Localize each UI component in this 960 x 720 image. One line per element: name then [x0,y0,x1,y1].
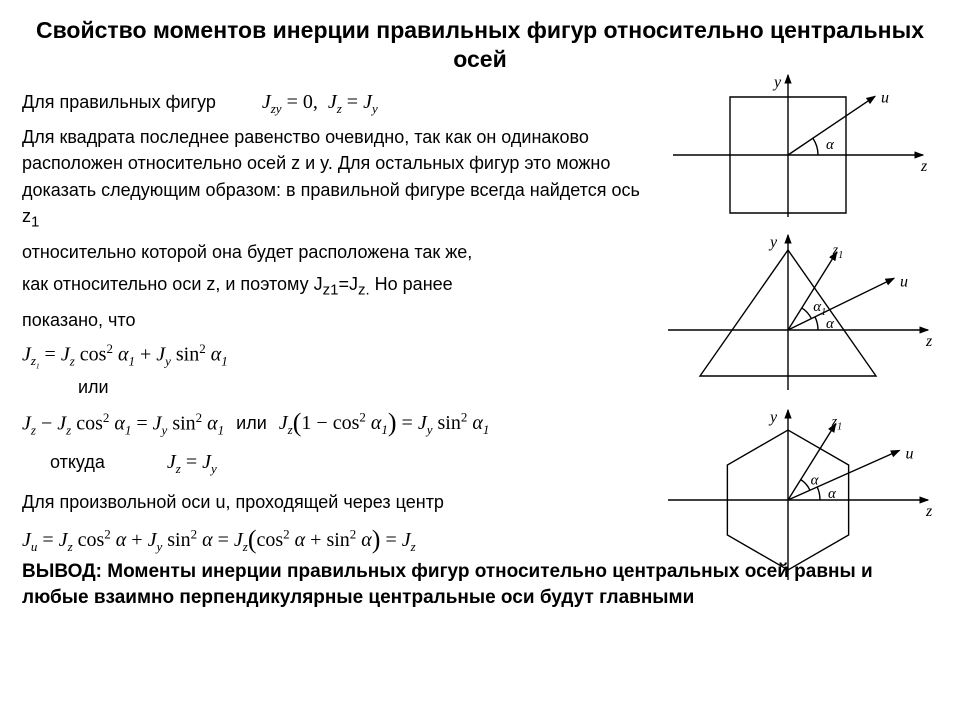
para-1b: относительно которой она будет расположе… [22,239,642,265]
formula-2: Jz − Jz cos2 α1 = Jy sin2 α1 [22,409,224,441]
page: Свойство моментов инерции правильных фиг… [0,0,960,720]
svg-text:u: u [881,89,889,106]
intro-label: Для правильных фигур [22,89,216,115]
formula-intro: Jzy = 0, Jz = Jy [262,88,378,119]
svg-text:y: y [768,234,778,251]
para-1a: Для квадрата последнее равенство очевидн… [22,124,642,233]
diagram-triangle: zyuz1αα1 [638,225,938,400]
formula-4: Jz = Jy [167,448,217,479]
otkuda-label: откуда [50,449,105,475]
svg-text:z: z [925,503,933,520]
conclusion-label: ВЫВОД: [22,561,102,582]
ili-1: или [22,374,642,400]
svg-text:y: y [772,74,782,91]
svg-text:α: α [826,137,835,153]
para-1c: как относительно оси z, и поэтому Jz1=Jz… [22,271,642,301]
body-column: Для правильных фигур Jzy = 0, Jz = Jy Дл… [22,88,642,612]
diagram-column: zyuα zyuz1αα1 zyuz1αα [638,70,938,590]
svg-text:u: u [905,445,913,462]
diagram-square: z y u α [638,70,938,225]
svg-text:α: α [828,486,837,502]
formula-5: Ju = Jz cos2 α + Jy sin2 α = Jz(cos2 α +… [22,521,642,559]
formula-1: Jz1 = Jz cos2 α1 + Jy sin2 α1 [22,340,642,373]
ili-2: или [236,410,267,436]
para-2: Для произвольной оси u, проходящей через… [22,489,642,515]
page-title: Свойство моментов инерции правильных фиг… [22,16,938,74]
svg-text:α: α [826,316,835,332]
formula-row-2: Jz − Jz cos2 α1 = Jy sin2 α1 или Jz(1 − … [22,404,642,442]
svg-text:u: u [900,273,908,290]
para-1d: показано, что [22,307,642,333]
svg-text:y: y [768,409,778,426]
otkuda-row: откуда Jz = Jy [22,448,642,479]
intro-row: Для правильных фигур Jzy = 0, Jz = Jy [22,88,642,119]
diagram-hexagon: zyuz1αα [638,400,938,590]
svg-text:z: z [925,333,933,350]
formula-3: Jz(1 − cos2 α1) = Jy sin2 α1 [279,404,490,442]
svg-text:z: z [920,158,928,175]
svg-text:α: α [811,472,820,488]
